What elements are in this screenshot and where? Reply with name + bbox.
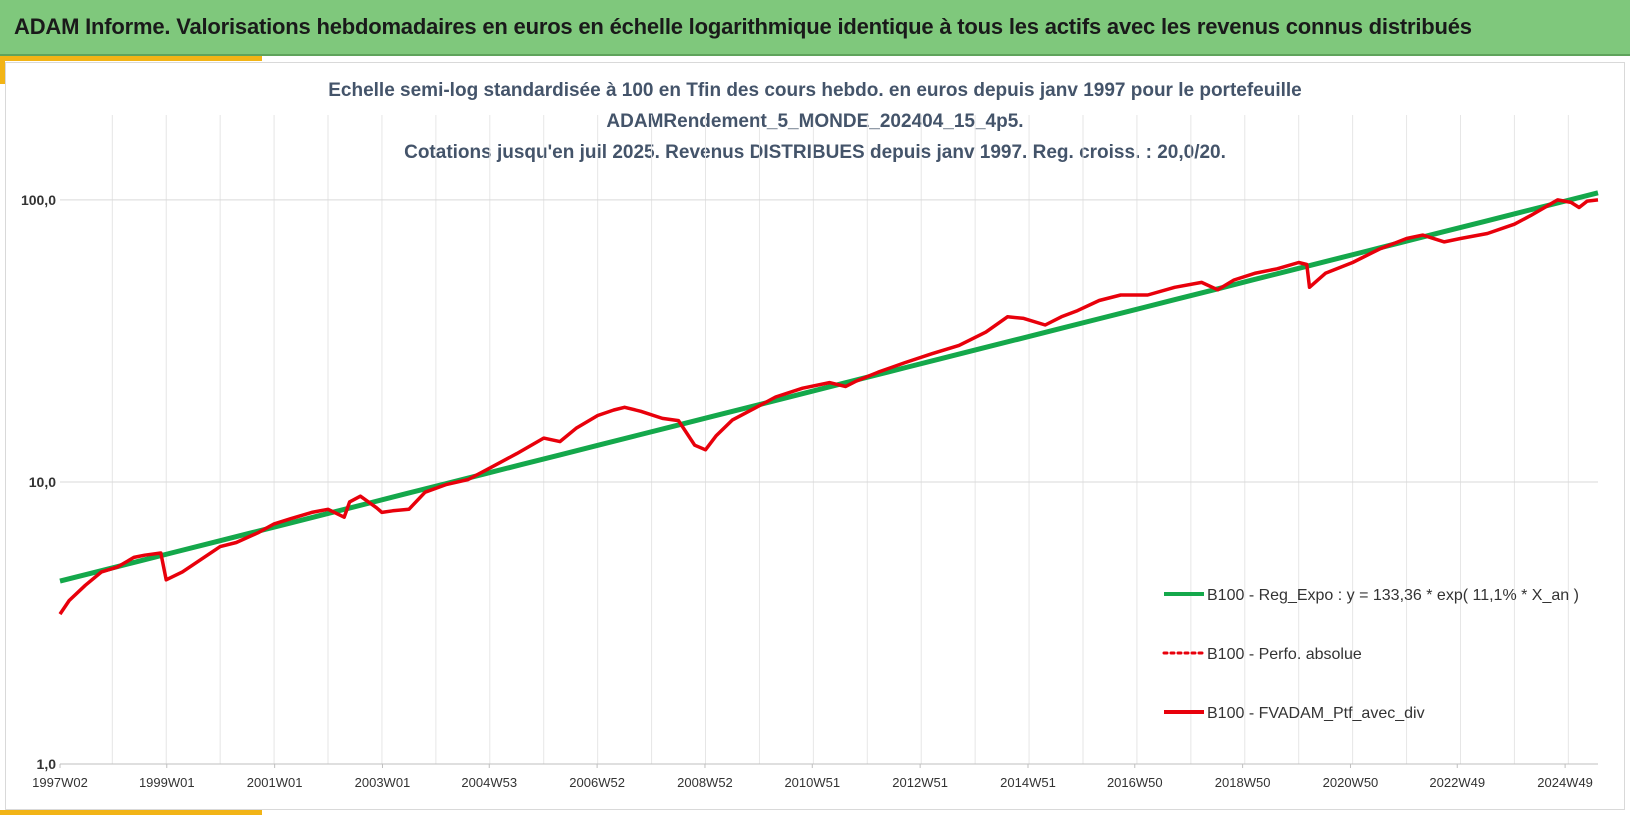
y-tick-label: 10,0 — [29, 474, 56, 490]
legend-label: B100 - Reg_Expo : y = 133,36 * exp( 11,1… — [1207, 587, 1579, 604]
x-tick-label: 1999W01 — [139, 775, 195, 790]
header-banner: ADAM Informe. Valorisations hebdomadaire… — [0, 0, 1630, 56]
series-line-portfolio — [58, 198, 1599, 616]
x-tick-label: 2024W49 — [1537, 775, 1593, 790]
x-tick-label: 2022W49 — [1429, 775, 1485, 790]
chart-title-line-3: Cotations jusqu'en juil 2025. Revenus DI… — [404, 142, 1226, 163]
x-tick-label: 2014W51 — [1000, 775, 1056, 790]
x-tick-label: 2016W50 — [1107, 775, 1163, 790]
x-tick-label: 2004W53 — [461, 775, 517, 790]
accent-bar-top — [0, 56, 262, 61]
series-group — [58, 190, 1599, 616]
chart-frame — [5, 62, 1625, 810]
x-tick-label: 2018W50 — [1215, 775, 1271, 790]
accent-bar-bottom — [0, 810, 262, 815]
chart-title-line-2: ADAMRendement_5_MONDE_202404_15_4p5. — [606, 111, 1024, 132]
legend-label: B100 - Perfo. absolue — [1207, 646, 1362, 663]
y-axis-ticks: 1,0 10,0 100,0 — [21, 192, 56, 772]
x-tick-label: 2003W01 — [355, 775, 411, 790]
x-tick-label: 2012W51 — [892, 775, 948, 790]
series-line-regression — [59, 190, 1599, 584]
accent-bar-left — [0, 56, 5, 84]
x-tick-label: 2008W52 — [677, 775, 733, 790]
grid-lines — [60, 115, 1598, 765]
y-tick-label: 100,0 — [21, 192, 56, 208]
x-tick-label: 2006W52 — [569, 775, 625, 790]
chart-title-line-1: Echelle semi-log standardisée à 100 en T… — [328, 80, 1302, 101]
x-tick-label: 2001W01 — [247, 775, 303, 790]
x-tick-label: 1997W02 — [32, 775, 88, 790]
legend: B100 - Reg_Expo : y = 133,36 * exp( 11,1… — [1162, 587, 1579, 722]
legend-label: B100 - FVADAM_Ptf_avec_div — [1207, 705, 1425, 722]
x-tick-label: 2010W51 — [784, 775, 840, 790]
y-tick-label: 1,0 — [37, 756, 57, 772]
x-axis-ticks: 1997W02 1999W01 2001W01 2003W01 2004W53 2006W… — [32, 764, 1593, 790]
banner-title: ADAM Informe. Valorisations hebdomadaire… — [14, 14, 1472, 39]
x-tick-label: 2020W50 — [1323, 775, 1379, 790]
